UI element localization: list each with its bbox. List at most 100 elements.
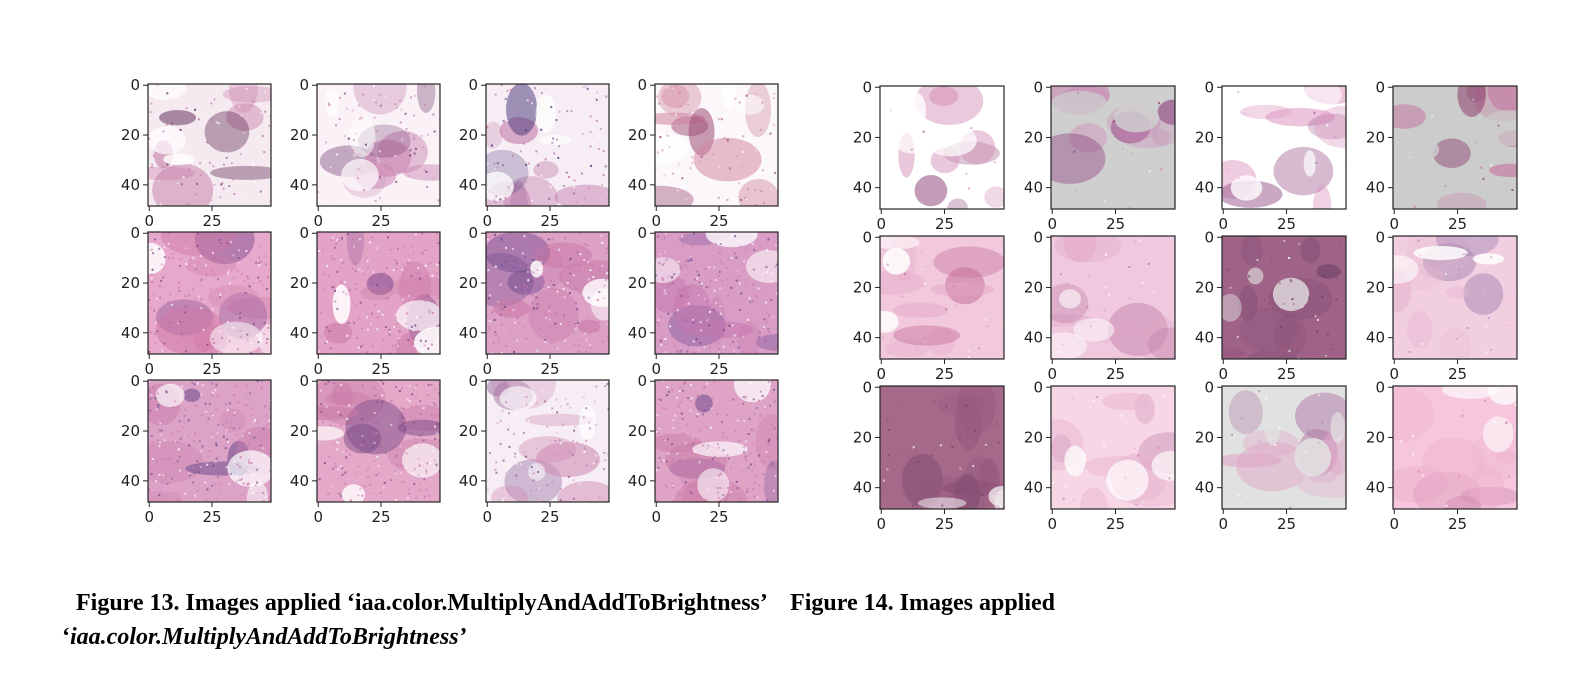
y-tick-label: 40 <box>1195 479 1214 497</box>
y-tick-label: 40 <box>1366 179 1385 197</box>
figure-caption: Figure 13. Images applied ‘iaa.color.Mul… <box>62 586 1362 654</box>
x-tick-label: 0 <box>313 212 323 230</box>
panel-frame <box>1050 85 1176 210</box>
y-tick-label: 0 <box>468 224 478 242</box>
panel-frame <box>485 83 610 207</box>
x-tick-label: 25 <box>371 212 390 230</box>
x-tick-label: 25 <box>1106 515 1125 533</box>
panel-frame <box>654 379 779 503</box>
panel-frame <box>879 385 1005 510</box>
x-tick-label: 0 <box>482 508 492 526</box>
panel-frame <box>147 83 272 207</box>
figure-13-caption: Figure 13. Images applied ‘iaa.color.Mul… <box>76 590 767 616</box>
panel-frame <box>485 379 610 503</box>
y-tick-label: 20 <box>290 422 309 440</box>
x-tick-label: 0 <box>482 212 492 230</box>
panel-frame <box>879 235 1005 360</box>
x-tick-label: 25 <box>1106 365 1125 383</box>
y-tick-label: 20 <box>1024 428 1043 446</box>
y-tick-label: 40 <box>1366 479 1385 497</box>
x-tick-label: 25 <box>540 508 559 526</box>
panel-frame <box>316 231 441 355</box>
y-tick-label: 0 <box>299 372 309 390</box>
y-tick-label: 40 <box>628 324 647 342</box>
y-tick-label: 0 <box>130 372 140 390</box>
x-tick-label: 0 <box>651 212 661 230</box>
y-tick-label: 0 <box>637 76 647 94</box>
x-tick-label: 25 <box>1448 365 1467 383</box>
y-tick-label: 0 <box>468 372 478 390</box>
y-tick-label: 20 <box>121 126 140 144</box>
panel-frame <box>316 83 441 207</box>
x-tick-label: 25 <box>202 212 221 230</box>
y-tick-label: 0 <box>299 76 309 94</box>
y-tick-label: 20 <box>121 274 140 292</box>
y-tick-label: 0 <box>1033 78 1043 96</box>
x-tick-label: 25 <box>709 212 728 230</box>
y-tick-label: 40 <box>1195 179 1214 197</box>
y-tick-label: 20 <box>1195 428 1214 446</box>
y-tick-label: 0 <box>130 76 140 94</box>
x-tick-label: 0 <box>313 508 323 526</box>
y-tick-label: 40 <box>121 324 140 342</box>
x-tick-label: 0 <box>1047 365 1057 383</box>
y-tick-label: 20 <box>1024 128 1043 146</box>
x-tick-label: 0 <box>482 360 492 378</box>
y-tick-label: 20 <box>1024 278 1043 296</box>
x-tick-label: 25 <box>371 508 390 526</box>
x-tick-label: 0 <box>1218 365 1228 383</box>
figure-14-caption: Figure 14. Images applied <box>790 590 1055 616</box>
y-tick-label: 0 <box>1375 228 1385 246</box>
panel-frame <box>879 85 1005 210</box>
x-tick-label: 25 <box>540 360 559 378</box>
x-tick-label: 25 <box>935 365 954 383</box>
panel-frame <box>1392 385 1518 510</box>
y-tick-label: 20 <box>1366 128 1385 146</box>
y-tick-label: 40 <box>1024 479 1043 497</box>
y-tick-label: 40 <box>1024 329 1043 347</box>
y-tick-label: 0 <box>299 224 309 242</box>
x-tick-label: 0 <box>313 360 323 378</box>
x-tick-label: 25 <box>709 360 728 378</box>
panel-frame <box>654 231 779 355</box>
panel-frame <box>654 83 779 207</box>
x-tick-label: 0 <box>1389 515 1399 533</box>
x-tick-label: 0 <box>1047 215 1057 233</box>
y-tick-label: 40 <box>459 472 478 490</box>
y-tick-label: 0 <box>637 372 647 390</box>
x-tick-label: 25 <box>1448 215 1467 233</box>
y-tick-label: 20 <box>628 126 647 144</box>
y-tick-label: 40 <box>853 329 872 347</box>
y-tick-label: 0 <box>1033 228 1043 246</box>
x-tick-label: 0 <box>1047 515 1057 533</box>
panel-frame <box>1392 235 1518 360</box>
x-tick-label: 25 <box>1448 515 1467 533</box>
panel-frame <box>147 379 272 503</box>
y-tick-label: 40 <box>290 176 309 194</box>
x-tick-label: 0 <box>651 360 661 378</box>
x-tick-label: 0 <box>876 515 886 533</box>
y-tick-label: 0 <box>1375 378 1385 396</box>
x-tick-label: 25 <box>709 508 728 526</box>
x-tick-label: 25 <box>935 215 954 233</box>
y-tick-label: 0 <box>862 228 872 246</box>
panel-frame <box>1392 85 1518 210</box>
x-tick-label: 0 <box>144 212 154 230</box>
panel-frame <box>485 231 610 355</box>
y-tick-label: 40 <box>628 472 647 490</box>
figure-14-caption-continued: ‘iaa.color.MultiplyAndAddToBrightness’ <box>62 624 467 650</box>
